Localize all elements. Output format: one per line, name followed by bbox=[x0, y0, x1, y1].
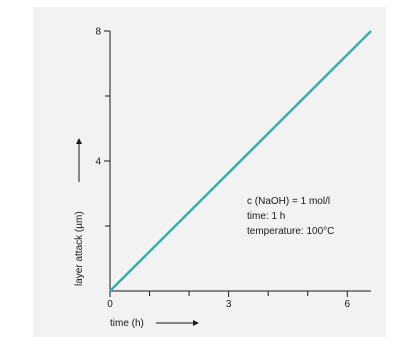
series-group bbox=[109, 30, 372, 292]
x-axis-label: time (h) bbox=[110, 318, 144, 329]
annotation-time: time: 1 h bbox=[247, 211, 285, 222]
annotation-concentration: c (NaOH) = 1 mol/l bbox=[247, 196, 330, 207]
y-tick-label: 4 bbox=[95, 157, 101, 168]
ticks: 0 3 6 4 8 bbox=[95, 27, 350, 311]
y-axis-label-arrow-head bbox=[76, 138, 82, 144]
x-tick-label: 3 bbox=[226, 299, 232, 310]
series-line-0 bbox=[109, 30, 372, 292]
annotation-temperature: temperature: 100°C bbox=[247, 226, 334, 237]
x-axis-label-arrow-head bbox=[193, 320, 199, 326]
chart-panel bbox=[33, 7, 386, 337]
x-tick-label: 0 bbox=[107, 299, 113, 310]
y-axis-label: layer attack (µm) bbox=[74, 211, 85, 286]
annotation-block: c (NaOH) = 1 mol/l time: 1 h temperature… bbox=[247, 196, 334, 237]
y-tick-label: 8 bbox=[95, 27, 101, 38]
x-tick-label: 6 bbox=[344, 299, 350, 310]
